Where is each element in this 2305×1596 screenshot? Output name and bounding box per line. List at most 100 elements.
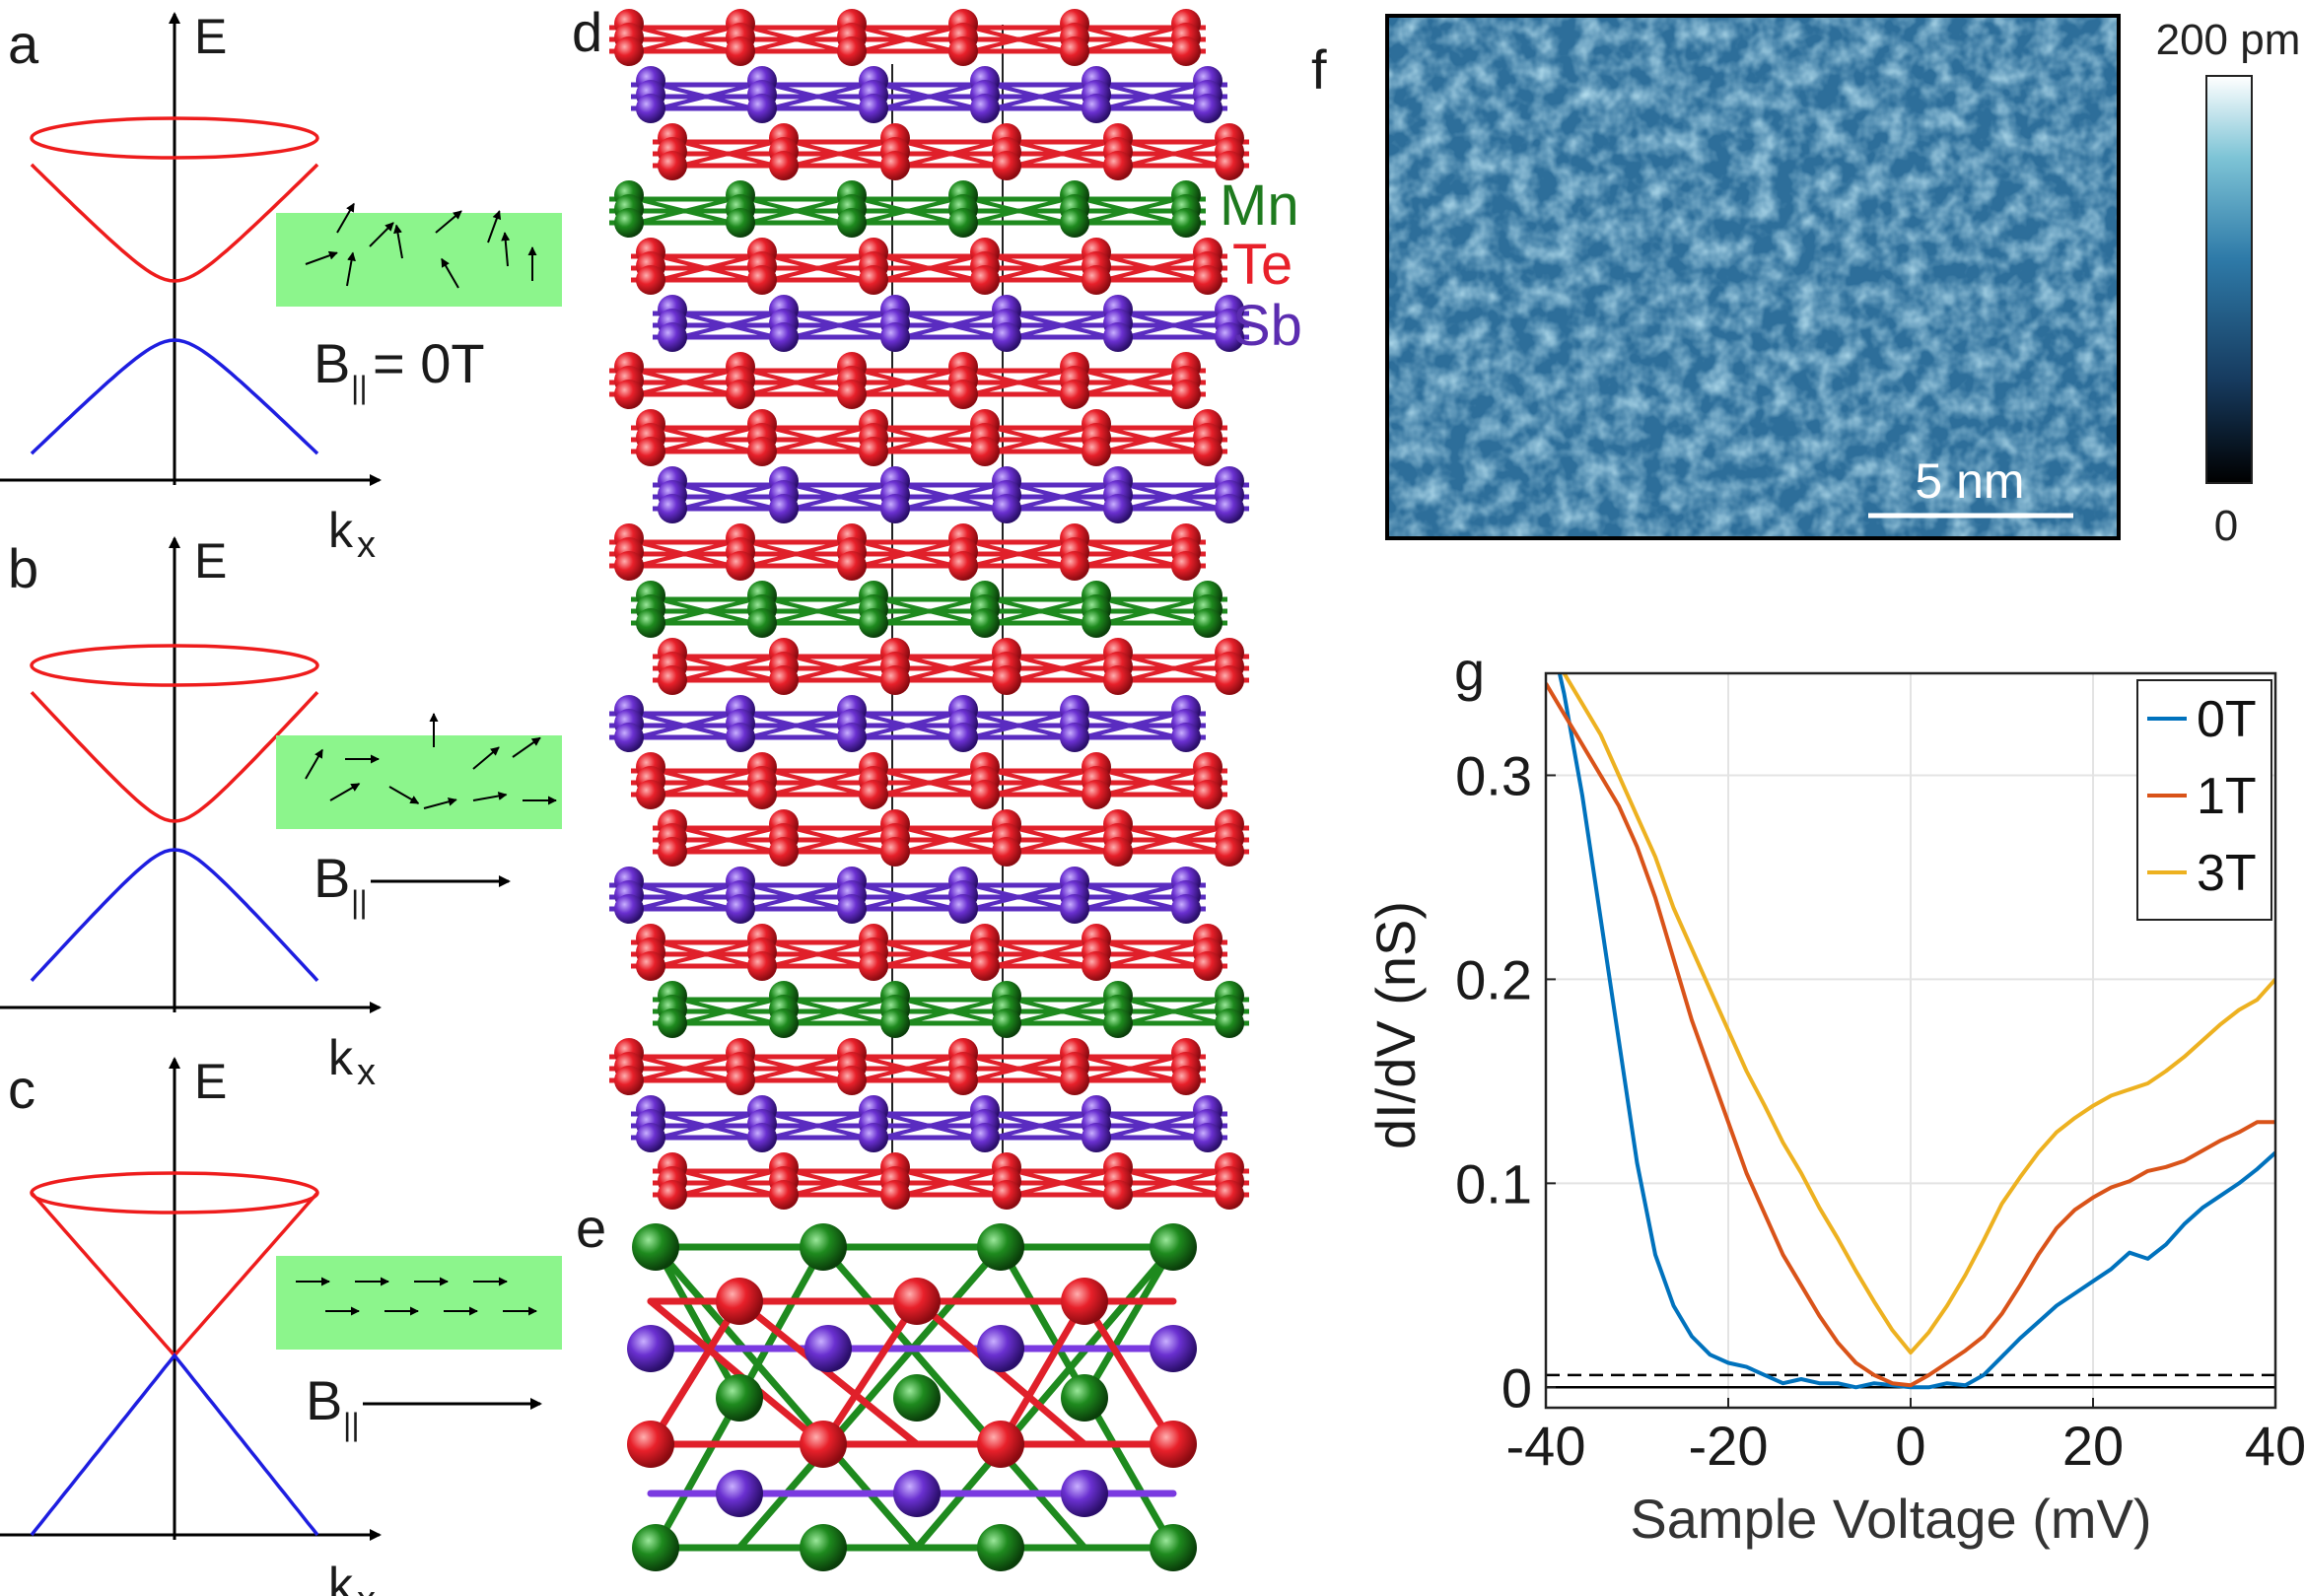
panel-letter-e: e (576, 1197, 606, 1259)
atom-mn (948, 208, 978, 238)
atom-sb (1060, 723, 1089, 752)
spin-arrow (388, 786, 420, 804)
atomic-layer-te (631, 752, 1227, 809)
atom-sb (948, 894, 978, 924)
atom-mn (658, 1008, 687, 1038)
atomic-layer-sb (631, 66, 1227, 123)
atom-te (880, 1180, 910, 1210)
atom-mn (716, 1374, 763, 1422)
bond (650, 424, 763, 455)
bond (913, 1297, 1088, 1448)
panel-letter-b: b (8, 537, 38, 599)
atom-sb (1150, 1325, 1197, 1372)
atom-sb (658, 322, 687, 352)
atom-te (636, 265, 665, 295)
atomic-layer-mn (609, 180, 1206, 238)
crystal-structure-top-view (627, 1223, 1197, 1571)
atom-mn (800, 1524, 847, 1571)
atomic-layer-sb (609, 867, 1206, 924)
bond (647, 1297, 743, 1448)
atom-te (614, 1066, 644, 1095)
atom-mn (970, 608, 1000, 638)
atomic-layer-te (653, 638, 1249, 695)
atom-te (859, 437, 888, 466)
bond (819, 1243, 1088, 1552)
atom-mn (880, 1008, 910, 1038)
x-axis-title: Sample Voltage (mV) (1630, 1488, 2151, 1550)
atom-te (1060, 551, 1089, 581)
atom-te (893, 1278, 941, 1325)
bond (894, 310, 1008, 341)
atom-sb (859, 94, 888, 123)
bond (761, 252, 874, 284)
atom-te (627, 1421, 674, 1468)
atom-te (1193, 265, 1222, 295)
bond (1006, 1167, 1119, 1199)
bond (1117, 310, 1230, 341)
atom-sb (726, 723, 755, 752)
atom-te (747, 951, 777, 981)
bond (962, 195, 1076, 227)
spin-configuration-box (276, 213, 562, 307)
atom-te (859, 951, 888, 981)
atom-sb (769, 494, 799, 523)
y-tick-label: 0.3 (1455, 744, 1532, 806)
bond (894, 1167, 1008, 1199)
atom-sb (716, 1470, 763, 1517)
bond (1006, 824, 1119, 856)
atom-sb (970, 1123, 1000, 1152)
bond (739, 195, 853, 227)
bond (1006, 996, 1119, 1027)
series-group (1546, 673, 2275, 1390)
colorbar-min-label: 0 (2214, 502, 2238, 550)
atomic-layer-mn (653, 981, 1249, 1038)
bond (962, 538, 1076, 570)
atomic-layer-sb (653, 295, 1249, 352)
chart-legend: 0T 1T 3T (2136, 679, 2272, 921)
legend-entry: 3T (2197, 845, 2257, 902)
atom-mn (1060, 208, 1089, 238)
bond (628, 710, 741, 741)
atom-te (970, 437, 1000, 466)
atom-mn (977, 1524, 1024, 1571)
bond (761, 81, 874, 112)
conduction-band (30, 163, 319, 283)
bond (894, 824, 1008, 856)
atom-te (636, 780, 665, 809)
cone-rim (30, 644, 319, 687)
field-subscript: || (343, 1407, 360, 1442)
bond (628, 881, 741, 913)
atom-sb (1215, 322, 1244, 352)
atom-mn (859, 608, 888, 638)
bond (962, 881, 1076, 913)
atom-mn (893, 1374, 941, 1422)
atomic-layer-te (609, 523, 1206, 581)
atom-te (1060, 1066, 1089, 1095)
cone-rim (30, 116, 319, 160)
bond (671, 481, 785, 513)
bond (735, 1297, 921, 1448)
atom-sb (658, 494, 687, 523)
bond (761, 595, 874, 627)
atom-mn (1150, 1524, 1197, 1571)
atom-sb (1060, 894, 1089, 924)
atom-te (992, 151, 1021, 180)
bond (650, 252, 763, 284)
atom-sb (726, 894, 755, 924)
atom-te (948, 551, 978, 581)
bond (761, 767, 874, 798)
bond (650, 767, 763, 798)
spin-arrow (501, 232, 511, 267)
spin-arrow (305, 748, 323, 780)
atom-sb (837, 723, 867, 752)
bond (739, 367, 853, 398)
momentum-axis-subscript: x (357, 1579, 376, 1596)
bond (1117, 1167, 1230, 1199)
bond (1095, 938, 1209, 970)
atom-te (1082, 437, 1111, 466)
atom-sb (1103, 494, 1133, 523)
atom-te (859, 780, 888, 809)
atom-te (726, 36, 755, 66)
atom-mn (1215, 1008, 1244, 1038)
